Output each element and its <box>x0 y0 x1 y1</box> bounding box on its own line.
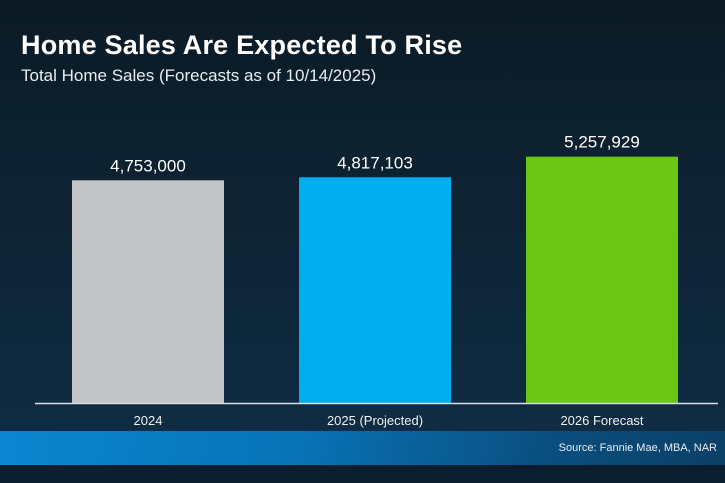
source-text: Source: Fannie Mae, MBA, NAR <box>558 442 717 454</box>
bar-3 <box>526 156 678 403</box>
bar-1 <box>72 180 224 403</box>
x-tick-label: 2024 <box>134 413 163 428</box>
data-label: 4,753,000 <box>110 156 186 175</box>
bottom-strip <box>0 465 725 483</box>
x-tick-label: 2025 (Projected) <box>327 413 423 428</box>
chart-subtitle: Total Home Sales (Forecasts as of 10/14/… <box>21 66 377 85</box>
chart-title: Home Sales Are Expected To Rise <box>21 30 463 60</box>
source-banner: Source: Fannie Mae, MBA, NAR <box>0 431 725 465</box>
data-label: 4,817,103 <box>337 153 413 172</box>
bar-chart: 4,753,000 2024 4,817,103 2025 (Projected) 5,… <box>35 133 718 428</box>
data-label: 5,257,929 <box>564 133 640 152</box>
bar-2 <box>299 177 451 403</box>
x-tick-label: 2026 Forecast <box>560 413 643 428</box>
